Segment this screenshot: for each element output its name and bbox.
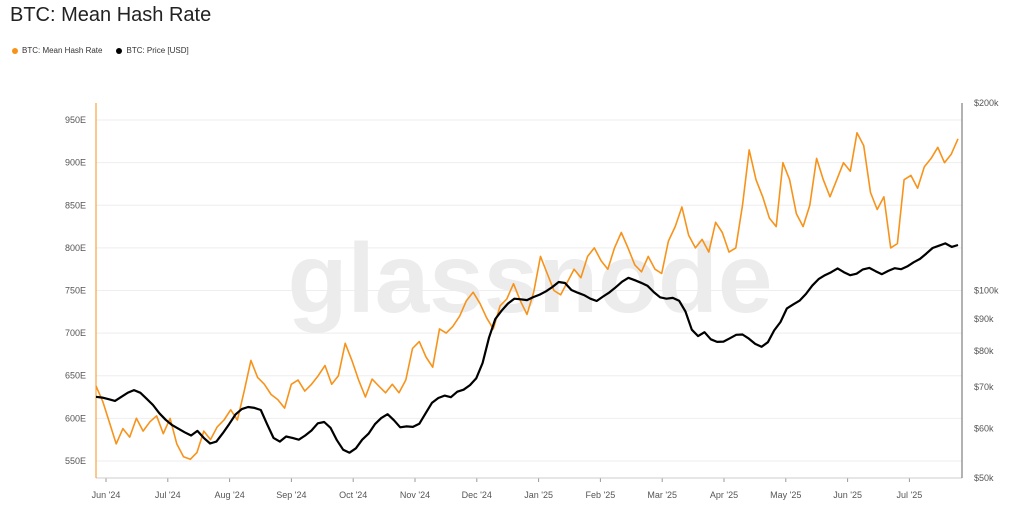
x-tick-label: Jun '24 — [92, 490, 121, 500]
legend-item-price[interactable]: BTC: Price [USD] — [116, 46, 189, 55]
x-tick-label: Apr '25 — [710, 490, 738, 500]
watermark: glassnode — [288, 223, 773, 333]
axes — [95, 103, 963, 482]
x-tick-label: Mar '25 — [647, 490, 677, 500]
x-tick-label: Jan '25 — [524, 490, 553, 500]
y-right-tick-label: $50k — [974, 473, 994, 483]
legend-label-hash-rate: BTC: Mean Hash Rate — [22, 46, 103, 55]
legend-item-hash-rate[interactable]: BTC: Mean Hash Rate — [12, 46, 102, 55]
y-right-tick-label: $70k — [974, 382, 994, 392]
x-tick-label: Jul '25 — [897, 490, 923, 500]
y-left-tick-label: 850E — [65, 200, 86, 210]
x-tick-label: Sep '24 — [276, 490, 306, 500]
chart-title: BTC: Mean Hash Rate — [10, 4, 212, 26]
legend-label-price: BTC: Price [USD] — [126, 46, 189, 55]
y-left-tick-label: 650E — [65, 371, 86, 381]
y-left-tick-label: 550E — [65, 456, 86, 466]
x-tick-label: Nov '24 — [400, 490, 430, 500]
x-tick-label: Oct '24 — [339, 490, 367, 500]
y-left-tick-label: 750E — [65, 286, 86, 296]
x-tick-label: Jun '25 — [833, 490, 862, 500]
y-right-tick-label: $80k — [974, 346, 994, 356]
x-tick-label: May '25 — [770, 490, 801, 500]
grid — [96, 119, 962, 462]
legend: BTC: Mean Hash Rate BTC: Price [USD] — [12, 46, 189, 55]
x-tick-label: Aug '24 — [214, 490, 244, 500]
y-left-tick-label: 700E — [65, 328, 86, 338]
series — [95, 132, 959, 461]
y-left-tick-label: 950E — [65, 115, 86, 125]
y-left-tick-label: 600E — [65, 413, 86, 423]
y-right-tick-label: $200k — [974, 98, 999, 108]
y-right-tick-label: $100k — [974, 286, 999, 296]
series-line-price — [95, 242, 959, 454]
x-tick-label: Dec '24 — [462, 490, 492, 500]
legend-dot-price — [116, 47, 123, 54]
x-tick-label: Jul '24 — [155, 490, 181, 500]
x-tick-label: Feb '25 — [586, 490, 616, 500]
y-right-tick-label: $90k — [974, 314, 994, 324]
y-right-tick-label: $60k — [974, 424, 994, 434]
y-left-tick-label: 800E — [65, 243, 86, 253]
ticks: 550E 600E 650E 700E 750E 800E 850E 900E 950E $50k… — [65, 98, 999, 500]
legend-dot-hash-rate — [12, 47, 18, 54]
y-left-tick-label: 900E — [65, 158, 86, 168]
